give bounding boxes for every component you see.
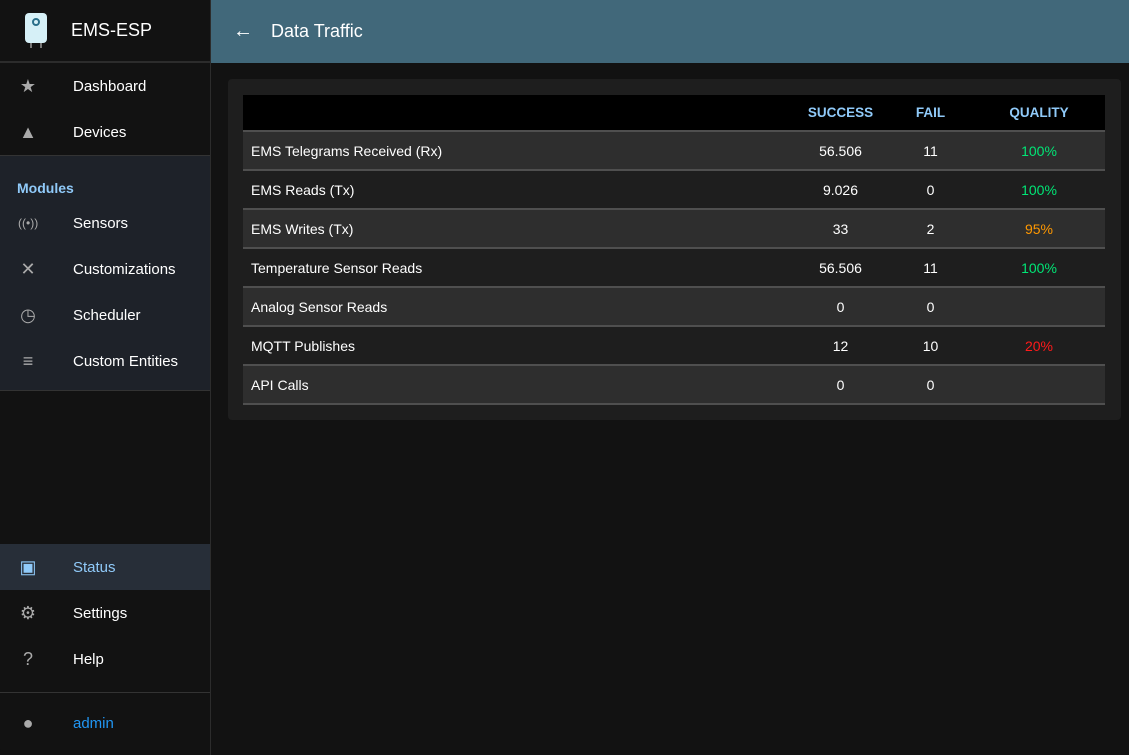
page-title: Data Traffic (271, 21, 363, 41)
schedule-add-icon: ◷ (20, 304, 36, 325)
column-header-name (243, 95, 793, 131)
fail-count: 11 (888, 130, 973, 170)
fail-count: 0 (888, 169, 973, 209)
playlist-add-icon: ≡ (22, 350, 34, 371)
row-name: Analog Sensor Reads (243, 286, 793, 326)
quality-value: 20% (973, 325, 1105, 365)
modules-heading: Modules (17, 180, 74, 196)
success-count: 0 (793, 364, 888, 405)
table-row: EMS Writes (Tx) 33 2 95% (243, 208, 1105, 248)
sidebar-item-customizations[interactable]: ✕ Customizations (0, 246, 210, 292)
success-count: 9.026 (793, 169, 888, 209)
success-count: 56.506 (793, 130, 888, 170)
quality-value: 100% (973, 130, 1105, 170)
modules-section: Modules ((•)) Sensors ✕ Customizations ◷ Sc… (0, 155, 210, 391)
sidebar-item-user[interactable]: ● admin (0, 692, 210, 754)
brand: EMS-ESP (0, 0, 210, 63)
table-row: EMS Reads (Tx) 9.026 0 100% (243, 169, 1105, 209)
sensors-icon: ((•)) (18, 216, 39, 230)
row-name: MQTT Publishes (243, 325, 793, 365)
back-arrow-icon[interactable]: ← (233, 20, 253, 42)
sidebar-item-settings[interactable]: ⚙ Settings (19, 602, 128, 623)
star-icon: ★ (19, 75, 37, 96)
category-icon: ▲ (19, 121, 37, 142)
sidebar-item-scheduler[interactable]: ◷ Scheduler (0, 292, 210, 338)
chart-icon: ▣ (19, 556, 37, 577)
quality-value (973, 286, 1105, 326)
app-name: EMS-ESP (71, 20, 153, 40)
fail-count: 10 (888, 325, 973, 365)
sidebar-item-sensors[interactable]: ((•)) Sensors (18, 214, 129, 232)
quality-value: 100% (973, 247, 1105, 287)
row-name: API Calls (243, 364, 793, 405)
column-header-fail: FAIL (888, 95, 973, 131)
column-header-quality: QUALITY (973, 95, 1105, 131)
data-traffic-card: SUCCESS FAIL QUALITY EMS Telegrams Recei… (228, 79, 1121, 420)
row-name: EMS Reads (Tx) (243, 169, 793, 209)
sidebar-item-status[interactable]: ▣ Status (0, 544, 210, 590)
tools-icon: ✕ (20, 258, 36, 279)
sidebar-item-custom-entities[interactable]: ≡ Custom Entities (0, 338, 210, 384)
row-name: Temperature Sensor Reads (243, 247, 793, 287)
column-header-success: SUCCESS (793, 95, 888, 131)
table-row: API Calls 0 0 (243, 364, 1105, 405)
table-row: Analog Sensor Reads 0 0 (243, 286, 1105, 326)
help-icon: ? (22, 648, 33, 669)
quality-value (973, 364, 1105, 405)
fail-count: 0 (888, 286, 973, 326)
table-row: Temperature Sensor Reads 56.506 11 100% (243, 247, 1105, 287)
table-row: EMS Telegrams Received (Rx) 56.506 11 100% (243, 130, 1105, 170)
fail-count: 0 (888, 364, 973, 405)
success-count: 12 (793, 325, 888, 365)
success-count: 33 (793, 208, 888, 248)
fail-count: 11 (888, 247, 973, 287)
sidebar-item-dashboard[interactable]: ★ Dashboard (19, 75, 147, 96)
sidebar-item-devices[interactable]: ▲ Devices (19, 121, 127, 142)
quality-value: 95% (973, 208, 1105, 248)
success-count: 0 (793, 286, 888, 326)
sidebar-item-help[interactable]: ? Help (0, 636, 210, 682)
row-name: EMS Writes (Tx) (243, 208, 793, 248)
app-bar: ← Data Traffic (211, 0, 1129, 63)
boiler-logo-icon (25, 12, 51, 49)
table-row: MQTT Publishes 12 10 20% (243, 325, 1105, 365)
row-name: EMS Telegrams Received (Rx) (243, 130, 793, 170)
traffic-table: SUCCESS FAIL QUALITY EMS Telegrams Recei… (243, 95, 1105, 405)
success-count: 56.506 (793, 247, 888, 287)
account-icon: ● (22, 713, 34, 733)
fail-count: 2 (888, 208, 973, 248)
quality-value: 100% (973, 169, 1105, 209)
sidebar: EMS-ESP ★ Dashboard ▲ Devices Modules ((•)… (0, 0, 211, 755)
gear-icon: ⚙ (19, 602, 37, 623)
